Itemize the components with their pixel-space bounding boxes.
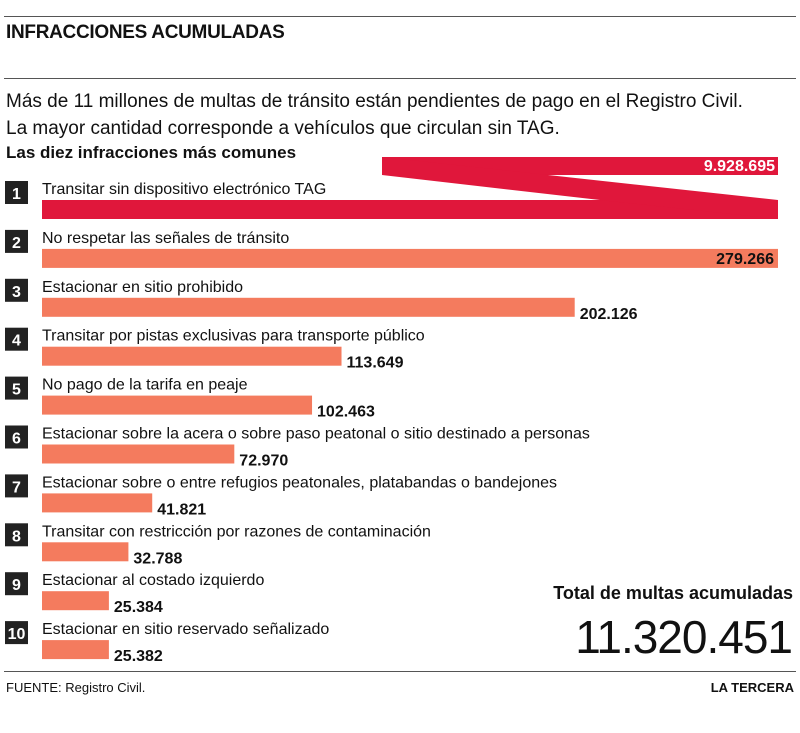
rank-number: 1 — [12, 186, 21, 203]
rank-number: 4 — [12, 333, 21, 350]
chart-subtitle: Más de 11 millones de multas de tránsito… — [6, 91, 743, 139]
section-heading: Las diez infracciones más comunes — [6, 143, 297, 162]
total-label: Total de multas acumuladas — [553, 583, 793, 603]
bar — [42, 542, 129, 562]
value-label: 279.266 — [716, 251, 774, 268]
header-rule — [4, 78, 796, 79]
bar-1 — [42, 200, 778, 219]
bar-1-break-connector — [382, 157, 778, 219]
category-label: Transitar por pistas exclusivas para tra… — [42, 328, 425, 345]
rank-box — [5, 621, 28, 645]
value-label: 102.463 — [317, 404, 375, 421]
footer-rule — [4, 671, 796, 672]
value-label: 32.788 — [133, 550, 182, 567]
rank-number: 5 — [12, 382, 21, 399]
rank-box — [5, 181, 28, 204]
bar — [42, 493, 153, 513]
rank-number: 10 — [8, 626, 26, 643]
category-label: Transitar con restricción por razones de… — [42, 523, 431, 540]
rank-box — [5, 425, 28, 449]
rank-box — [5, 229, 28, 253]
value-label: 41.821 — [157, 501, 206, 518]
rank-box — [5, 523, 28, 547]
rank-box — [5, 278, 28, 302]
category-label: Transitar sin dispositivo electrónico TA… — [42, 181, 326, 198]
bar — [42, 248, 778, 268]
value-label: 25.384 — [114, 599, 163, 616]
category-label: Estacionar al costado izquierdo — [42, 572, 264, 589]
value-label: 25.382 — [114, 648, 163, 665]
bar — [42, 346, 342, 366]
rank-number: 2 — [12, 235, 21, 252]
category-label: No pago de la tarifa en peaje — [42, 377, 248, 394]
rank-number: 3 — [12, 284, 21, 301]
bar — [42, 640, 109, 660]
bar — [42, 297, 575, 317]
rank-box — [5, 474, 28, 498]
rank-box — [5, 572, 28, 596]
category-label: Estacionar sobre la acera o sobre paso p… — [42, 426, 590, 443]
value-label: 9.928.695 — [704, 158, 775, 175]
category-label: No respetar las señales de tránsito — [42, 230, 289, 247]
total-value: 11.320.451 — [575, 611, 793, 663]
value-label: 202.126 — [580, 306, 638, 323]
rank-number: 6 — [12, 431, 21, 448]
chart-title: INFRACCIONES ACUMULADAS — [6, 22, 285, 43]
source-note: FUENTE: Registro Civil. — [6, 680, 146, 695]
bar — [42, 444, 235, 464]
bar — [42, 591, 109, 611]
rank-number: 8 — [12, 528, 21, 545]
category-label: Estacionar en sitio prohibido — [42, 279, 243, 296]
category-label: Estacionar sobre o entre refugios peaton… — [42, 474, 557, 491]
bar — [42, 395, 313, 415]
rank-box — [5, 376, 28, 400]
rank-box — [5, 327, 28, 351]
rank-number: 7 — [12, 479, 21, 496]
rank-number: 9 — [12, 577, 21, 594]
publisher-brand: LA TERCERA — [710, 680, 794, 695]
value-label: 72.970 — [239, 453, 288, 470]
top-rule — [4, 16, 796, 17]
value-label: 113.649 — [347, 355, 404, 372]
category-label: Estacionar en sitio reservado señalizado — [42, 621, 329, 638]
